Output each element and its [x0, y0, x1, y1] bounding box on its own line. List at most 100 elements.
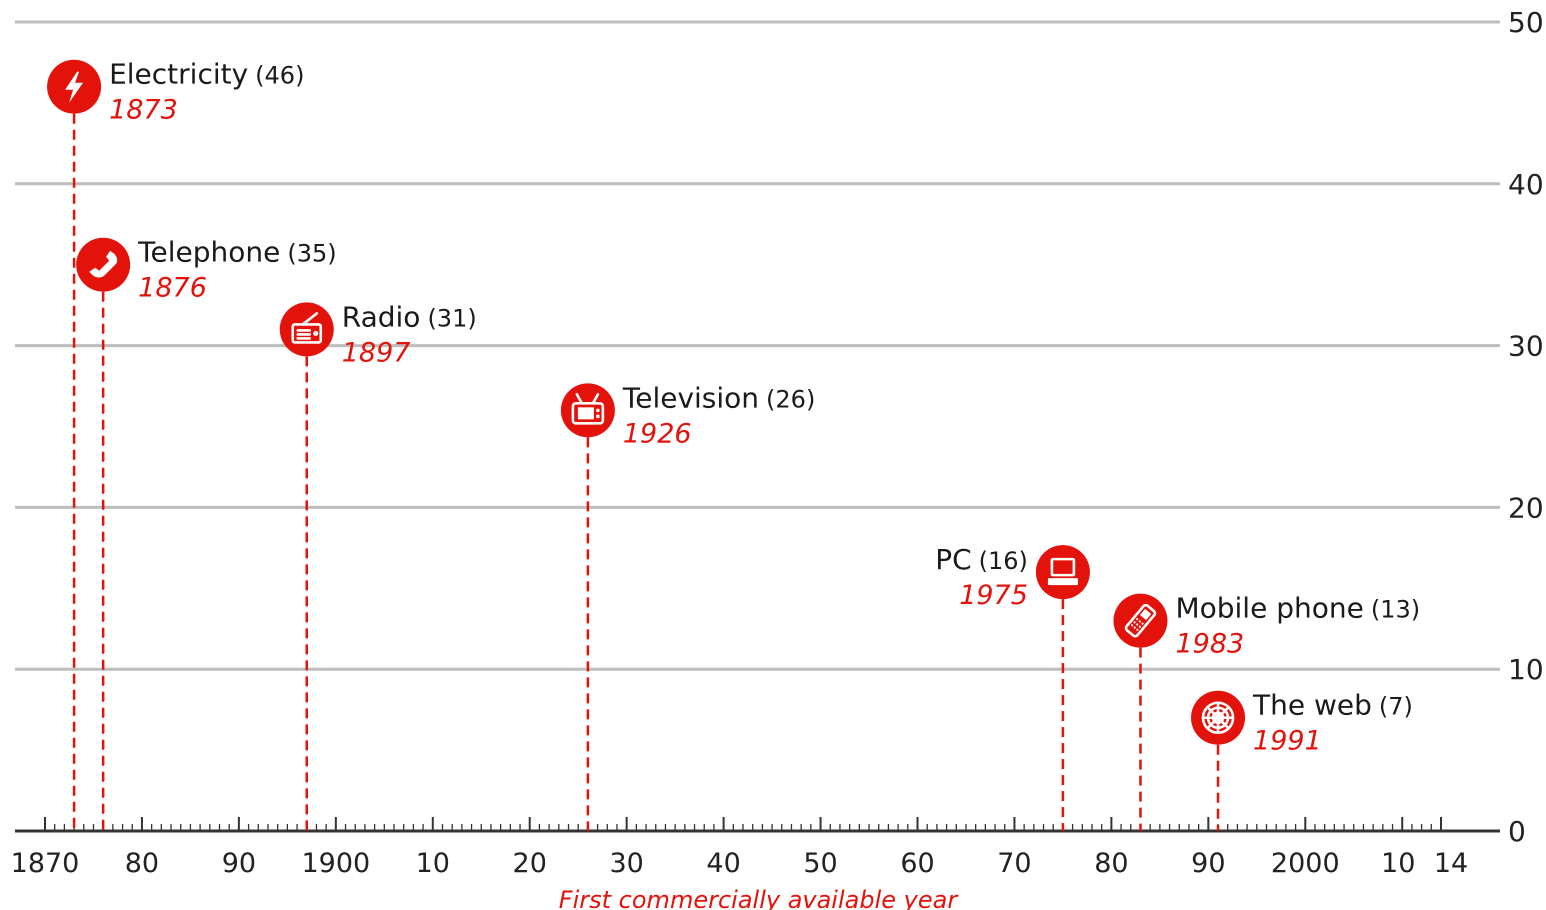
- point-year: 1975: [959, 580, 1028, 611]
- web-icon: [1201, 701, 1235, 735]
- x-tick-label: 90: [222, 848, 256, 879]
- point-name: Electricity: [109, 58, 248, 91]
- tv-antenna: [591, 393, 600, 405]
- x-tick-label: 40: [706, 848, 740, 879]
- point-year: 1873: [109, 95, 178, 126]
- x-tick-label: 70: [997, 848, 1031, 879]
- point-value: (31): [427, 304, 476, 332]
- x-tick-label: 20: [513, 848, 547, 879]
- data-points: Electricity (46) 1873 Telephone (35) 1876 Radi…: [47, 58, 1420, 831]
- handset-shape: [89, 250, 118, 278]
- y-tick-label: 0: [1508, 815, 1526, 848]
- point-value: (16): [979, 547, 1028, 575]
- x-axis-title: First commercially available year: [559, 886, 960, 910]
- point-marker: [1035, 545, 1090, 600]
- telephone-icon: [89, 250, 118, 278]
- web-spoke: [1206, 716, 1220, 730]
- point-the-web: The web (7) 1991: [1191, 689, 1413, 831]
- point-value: (26): [766, 385, 815, 413]
- point-value: (7): [1379, 693, 1413, 721]
- x-tick-label: 30: [609, 848, 643, 879]
- radio-antenna: [301, 312, 319, 326]
- tv-antenna: [575, 393, 584, 405]
- point-name: Radio: [342, 300, 421, 333]
- point-value: (35): [287, 240, 336, 268]
- y-tick-label: 30: [1508, 330, 1544, 363]
- point-electricity: Electricity (46) 1873: [47, 58, 304, 831]
- television-icon: [571, 393, 605, 425]
- web-ring: [1206, 706, 1230, 730]
- point-value: (13): [1371, 596, 1420, 624]
- point-label: Telephone (35): [137, 236, 336, 269]
- point-label: Television (26): [622, 381, 815, 414]
- phone-key: [1133, 626, 1136, 629]
- tv-knob: [596, 414, 600, 419]
- point-label: Electricity (46): [109, 58, 304, 91]
- point-year: 1991: [1253, 726, 1322, 757]
- point-name: PC: [935, 543, 971, 576]
- phone-key: [1136, 623, 1139, 626]
- radio-icon: [291, 312, 323, 344]
- y-tick-label: 40: [1508, 168, 1544, 201]
- phone-screen: [1139, 608, 1152, 621]
- point-name: Television: [622, 381, 759, 414]
- monitor-shape: [1050, 557, 1076, 577]
- x-tick-label: 90: [1191, 848, 1225, 879]
- phone-key: [1133, 621, 1136, 624]
- x-tick-label: 14: [1434, 848, 1468, 879]
- point-value: (46): [255, 62, 304, 90]
- point-television: Television (26) 1926: [560, 381, 815, 831]
- tv-screen: [577, 407, 594, 420]
- web-ring: [1211, 711, 1225, 725]
- phone-key: [1138, 625, 1142, 628]
- point-year: 1983: [1175, 629, 1244, 660]
- x-tick-label: 1900: [301, 848, 370, 879]
- point-name: Mobile phone: [1175, 592, 1363, 625]
- tv-knob: [596, 408, 600, 413]
- radio-body: [291, 323, 323, 344]
- point-year: 1897: [342, 337, 411, 368]
- lightning-shape: [65, 71, 84, 103]
- point-label: PC (16): [935, 543, 1028, 576]
- web-spoke: [1206, 705, 1220, 720]
- point-label: Radio (31): [342, 300, 477, 333]
- x-tick-label: 1870: [11, 848, 80, 879]
- radio-knob: [313, 330, 319, 336]
- point-pc: PC (16) 1975: [935, 543, 1090, 831]
- keyboard-shape: [1047, 578, 1078, 586]
- tv-body: [571, 402, 605, 425]
- y-tick-label: 50: [1508, 6, 1544, 39]
- web-spoke: [1216, 705, 1230, 720]
- point-mobile-phone: Mobile phone (13) 1983: [1113, 592, 1420, 831]
- x-tick-label: 10: [1381, 848, 1415, 879]
- gridlines: 0 10 20 30 40 50: [15, 6, 1544, 848]
- x-tick-label: 50: [803, 848, 837, 879]
- point-telephone: Telephone (35) 1876: [76, 236, 337, 831]
- point-label: The web (7): [1252, 689, 1413, 722]
- point-marker: [76, 237, 131, 292]
- point-radio: Radio (31) 1897: [279, 300, 477, 831]
- x-tick-label: 80: [125, 848, 159, 879]
- point-year: 1926: [623, 418, 692, 449]
- phone-key: [1130, 624, 1134, 627]
- phone-shape: [1124, 603, 1157, 638]
- x-tick-label: 60: [900, 848, 934, 879]
- web-ring: [1201, 701, 1235, 735]
- x-tick-label: 10: [416, 848, 450, 879]
- phone-key: [1138, 620, 1141, 623]
- point-name: Telephone: [137, 236, 280, 269]
- lightning-icon: [65, 71, 84, 103]
- phone-key: [1136, 618, 1139, 621]
- mobile-phone-icon: [1124, 603, 1157, 638]
- y-tick-label: 20: [1508, 491, 1544, 524]
- point-year: 1876: [138, 273, 207, 304]
- point-name: The web: [1252, 689, 1372, 722]
- x-tick-label: 2000: [1271, 848, 1340, 879]
- point-label: Mobile phone (13): [1175, 592, 1420, 625]
- web-spoke: [1216, 716, 1230, 730]
- x-tick-label: 80: [1094, 848, 1128, 879]
- y-tick-label: 10: [1508, 653, 1544, 686]
- phone-body: [1124, 603, 1157, 638]
- phone-key: [1141, 622, 1144, 625]
